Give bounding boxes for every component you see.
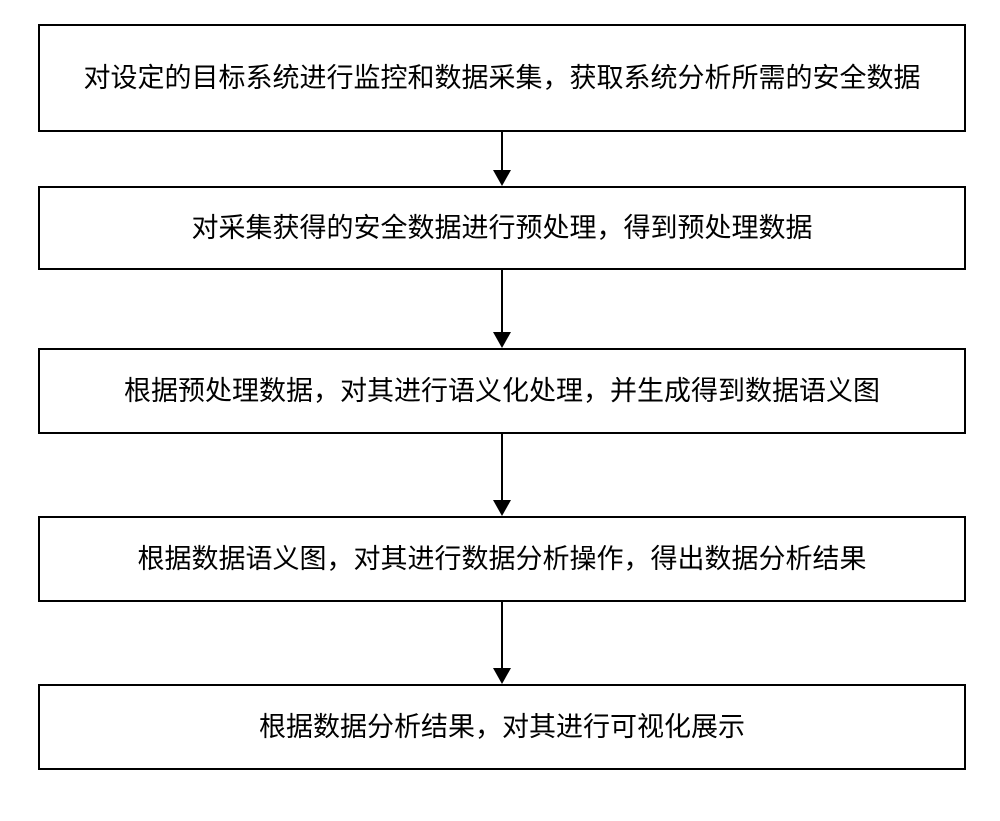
flow-arrow-4 xyxy=(491,602,513,684)
flow-step-label: 根据数据语义图，对其进行数据分析操作，得出数据分析结果 xyxy=(138,541,867,577)
flow-step-label: 根据数据分析结果，对其进行可视化展示 xyxy=(259,709,745,745)
flow-arrow-1 xyxy=(491,132,513,186)
flow-step-label: 对设定的目标系统进行监控和数据采集，获取系统分析所需的安全数据 xyxy=(84,60,921,96)
flow-arrow-2 xyxy=(491,270,513,348)
flow-step-3: 根据预处理数据，对其进行语义化处理，并生成得到数据语义图 xyxy=(38,348,966,434)
flow-arrow-3 xyxy=(491,434,513,516)
flow-step-5: 根据数据分析结果，对其进行可视化展示 xyxy=(38,684,966,770)
flowchart-canvas: 对设定的目标系统进行监控和数据采集，获取系统分析所需的安全数据对采集获得的安全数… xyxy=(0,0,1000,821)
flow-step-label: 根据预处理数据，对其进行语义化处理，并生成得到数据语义图 xyxy=(124,373,880,409)
flow-step-2: 对采集获得的安全数据进行预处理，得到预处理数据 xyxy=(38,186,966,270)
flow-step-4: 根据数据语义图，对其进行数据分析操作，得出数据分析结果 xyxy=(38,516,966,602)
flow-step-1: 对设定的目标系统进行监控和数据采集，获取系统分析所需的安全数据 xyxy=(38,24,966,132)
flow-step-label: 对采集获得的安全数据进行预处理，得到预处理数据 xyxy=(192,210,813,246)
